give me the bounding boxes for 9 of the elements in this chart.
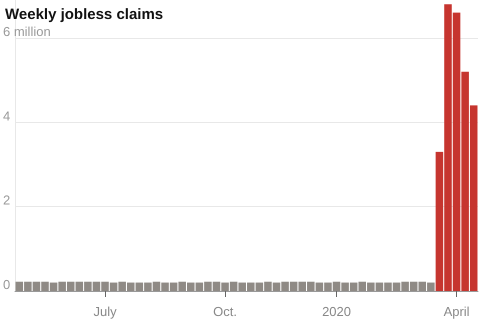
y-tick-label: 6 million: [3, 24, 51, 39]
chart-title: Weekly jobless claims: [5, 6, 164, 23]
x-tick-label: Oct.: [213, 304, 237, 319]
y-tick-label: 2: [3, 192, 10, 208]
x-tick-label: April: [444, 304, 470, 319]
y-tick-label: 0: [3, 277, 10, 292]
x-tick-label: 2020: [322, 304, 351, 319]
y-tick-label: 4: [3, 108, 10, 124]
x-tick-label: July: [93, 304, 118, 319]
